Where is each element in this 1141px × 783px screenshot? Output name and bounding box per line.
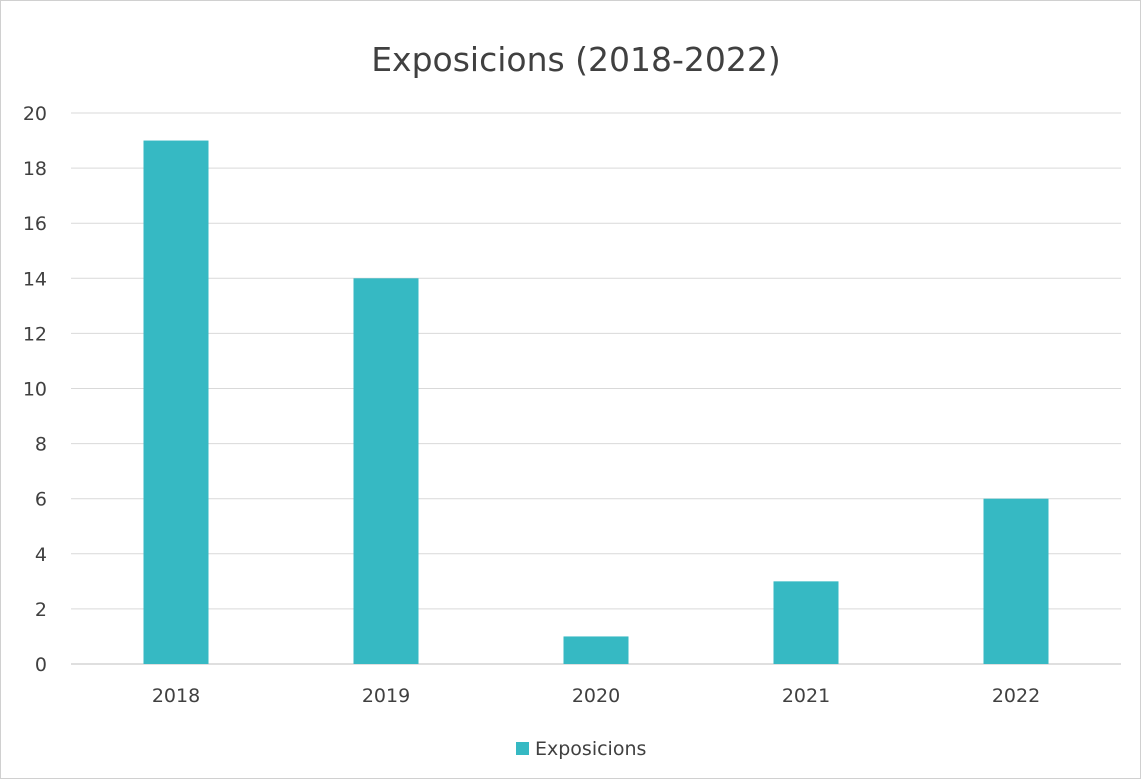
bar-2020 [563,636,629,664]
y-tick-label: 14 [23,268,47,290]
x-axis-ticks: 2018 2019 2020 2021 2022 [152,685,1040,707]
legend-swatch [516,742,529,755]
y-tick-label: 8 [35,434,47,456]
y-tick-label: 16 [23,213,47,235]
x-tick-label: 2019 [362,685,410,707]
x-tick-label: 2022 [992,685,1040,707]
bar-2021 [773,581,839,664]
bar-2019 [353,278,419,664]
y-tick-label: 18 [23,158,47,180]
legend: Exposicions [516,738,646,760]
y-tick-label: 0 [35,654,47,676]
y-tick-label: 2 [35,599,47,621]
bar-2018 [143,140,209,665]
x-tick-label: 2021 [782,685,830,707]
y-axis-ticks: 0 2 4 6 8 10 12 14 16 18 20 [23,103,47,676]
y-tick-label: 12 [23,323,47,345]
grid-lines [71,112,1121,665]
y-tick-label: 4 [35,544,47,566]
y-tick-label: 6 [35,489,47,511]
y-tick-label: 20 [23,103,47,125]
chart-title: Exposicions (2018-2022) [371,40,781,79]
x-tick-label: 2018 [152,685,200,707]
x-tick-label: 2020 [572,685,620,707]
legend-label: Exposicions [535,738,646,760]
bar-2022 [983,498,1049,664]
bars [143,140,1049,665]
y-tick-label: 10 [23,379,47,401]
